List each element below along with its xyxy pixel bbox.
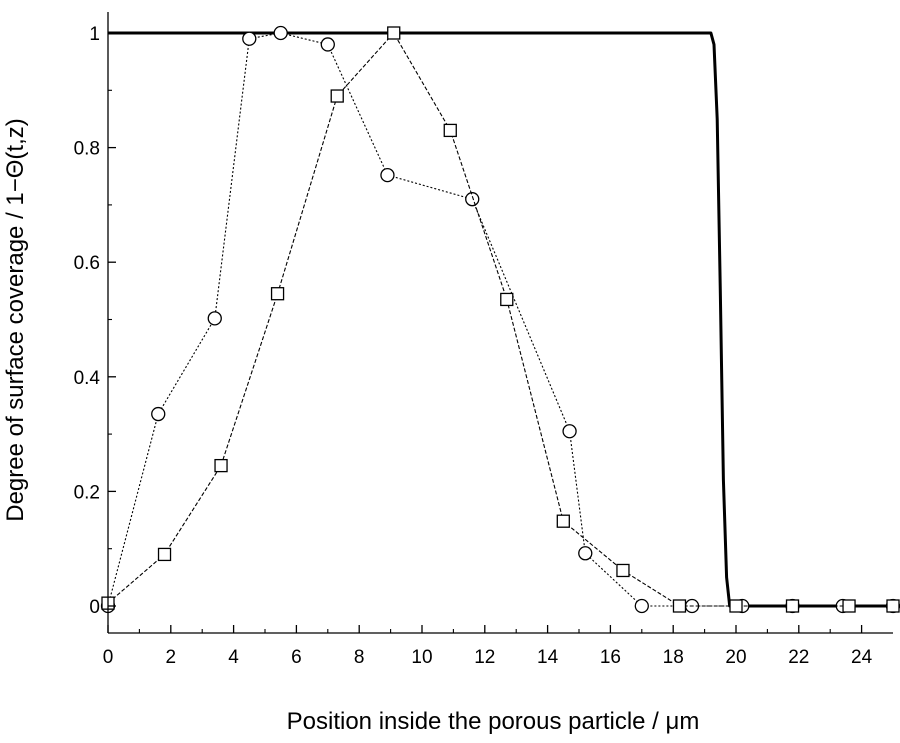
square-point <box>616 563 630 578</box>
square-point <box>214 458 228 473</box>
y-tick-label: 0.8 <box>74 139 100 160</box>
series-solid-line <box>108 31 893 608</box>
circle-point <box>273 25 288 41</box>
square-point <box>842 599 856 613</box>
square-point <box>157 547 172 562</box>
x-tick-label: 20 <box>725 647 746 668</box>
circle-point <box>634 598 649 614</box>
x-tick-label: 16 <box>600 647 621 668</box>
circle-point <box>242 31 257 46</box>
y-tick-label: 0.2 <box>74 482 100 503</box>
square-point <box>330 89 344 103</box>
square-point <box>443 123 457 138</box>
series-layer <box>100 25 900 614</box>
x-tick-label: 10 <box>411 647 432 668</box>
x-tick-label: 6 <box>291 647 302 668</box>
square-point <box>270 287 285 301</box>
x-tick-label: 0 <box>103 647 114 668</box>
square-point <box>387 26 401 40</box>
x-tick-label: 2 <box>166 647 177 668</box>
series-line <box>107 32 893 607</box>
circle-point <box>465 192 480 207</box>
y-tick-label: 0 <box>89 597 100 618</box>
square-point <box>729 599 743 613</box>
series-line <box>107 32 893 607</box>
x-tick-label: 12 <box>474 647 495 668</box>
circle-point <box>562 424 577 439</box>
x-tick-label: 14 <box>537 647 559 668</box>
square-point <box>500 292 514 307</box>
series-square-markers <box>101 26 900 613</box>
circle-point <box>151 406 166 422</box>
x-tick-label: 22 <box>788 647 809 668</box>
x-tick-label: 18 <box>663 647 684 668</box>
y-tick-label: 1 <box>89 24 100 45</box>
x-tick-label: 4 <box>228 647 239 668</box>
y-ticks: 0 0.2 0.4 0.6 0.8 1 <box>74 24 116 618</box>
square-point <box>886 599 900 613</box>
axes: 0 2 4 6 8 10 12 14 16 18 20 22 24 00.20.40.60.81 <box>74 12 893 668</box>
square-point <box>672 599 687 613</box>
x-tick-label: 24 <box>851 647 873 668</box>
y-tick-label: 0.6 <box>74 253 100 274</box>
square-point <box>785 599 800 613</box>
series-circle-markers <box>100 25 900 614</box>
series-line <box>108 31 893 608</box>
circle-point <box>207 311 222 326</box>
x-ticks: 0 2 4 6 8 10 12 14 16 18 20 22 24 <box>103 625 873 668</box>
circle-point <box>578 546 593 561</box>
x-tick-label: 8 <box>354 647 365 668</box>
circle-point <box>320 37 335 52</box>
circle-point <box>380 167 395 183</box>
x-axis-title: Position inside the porous particle / μm <box>287 708 700 735</box>
y-tick-label: 0.4 <box>74 368 101 389</box>
square-point <box>556 514 570 528</box>
y-axis-title: Degree of surface coverage / 1−Θ(t,z) <box>2 118 29 522</box>
